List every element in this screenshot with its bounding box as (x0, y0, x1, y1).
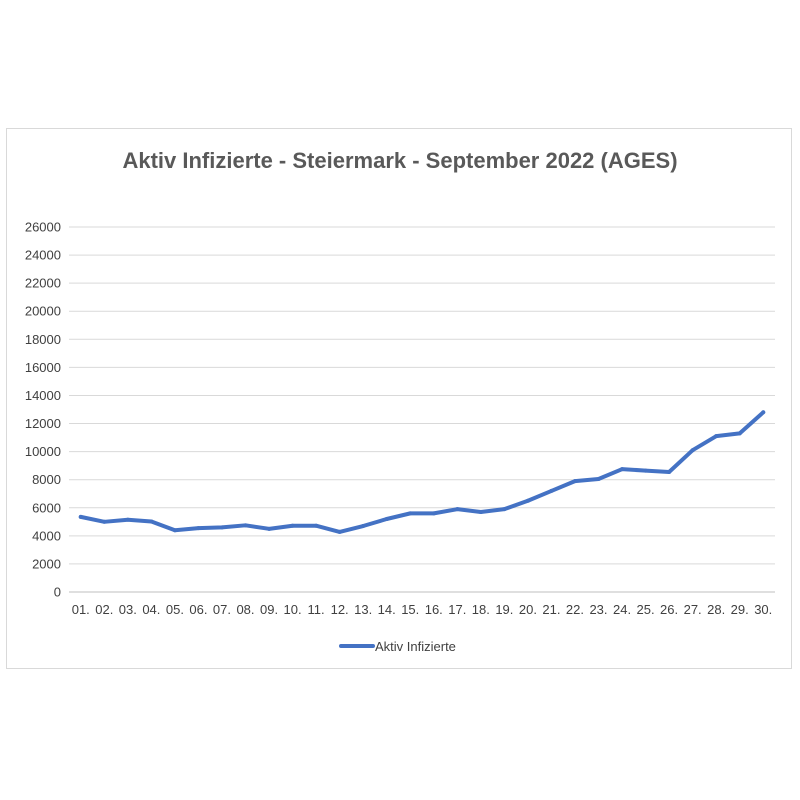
data-point (243, 523, 248, 528)
x-tick-label: 09. (260, 602, 278, 617)
data-point (667, 469, 672, 474)
x-tick-label: 10. (284, 602, 302, 617)
x-tick-label: 30. (754, 602, 772, 617)
y-tick-label: 0 (54, 585, 61, 600)
data-point (384, 517, 389, 521)
y-tick-label: 6000 (32, 500, 61, 515)
data-point (690, 448, 695, 453)
data-point (620, 467, 625, 472)
data-point (267, 526, 272, 531)
y-tick-label: 4000 (32, 528, 61, 543)
chart-title: Aktiv Infizierte - Steiermark - Septembe… (122, 148, 677, 173)
y-tick-label: 12000 (25, 416, 61, 431)
y-tick-label: 24000 (25, 248, 61, 263)
x-tick-label: 06. (189, 602, 207, 617)
y-tick-label: 26000 (25, 220, 61, 235)
x-tick-label: 12. (331, 602, 349, 617)
data-point (596, 476, 601, 481)
x-tick-label: 29. (731, 602, 749, 617)
series-line (78, 410, 766, 534)
x-tick-label: 23. (589, 602, 607, 617)
x-tick-label: 20. (519, 602, 537, 617)
data-point (525, 498, 530, 503)
legend: Aktiv Infizierte (339, 639, 456, 654)
x-tick-label: 25. (637, 602, 655, 617)
data-point (314, 523, 319, 528)
x-tick-label: 22. (566, 602, 584, 617)
y-tick-label: 8000 (32, 472, 61, 487)
gridlines (69, 226, 775, 593)
x-tick-label: 14. (378, 602, 396, 617)
data-point (502, 507, 507, 512)
data-point (102, 519, 107, 524)
data-point (455, 507, 460, 512)
data-point (643, 468, 648, 473)
data-point (737, 431, 742, 436)
x-tick-label: 04. (142, 602, 160, 617)
y-tick-label: 18000 (25, 332, 61, 347)
x-tick-label: 28. (707, 602, 725, 617)
y-tick-label: 2000 (32, 556, 61, 571)
x-tick-label: 03. (119, 602, 137, 617)
line-chart: Aktiv Infizierte - Steiermark - Septembe… (25, 148, 775, 654)
data-point (761, 410, 766, 415)
data-point (572, 479, 577, 484)
x-tick-label: 02. (95, 602, 113, 617)
y-tick-label: 22000 (25, 276, 61, 291)
y-axis-ticks: 0 2000 4000 6000 8000 10000 12000 14000 16000 180… (25, 220, 61, 600)
x-tick-label: 17. (448, 602, 466, 617)
x-tick-label: 07. (213, 602, 231, 617)
x-tick-label: 13. (354, 602, 372, 617)
data-point (290, 523, 295, 528)
x-tick-label: 16. (425, 602, 443, 617)
x-tick-label: 05. (166, 602, 184, 617)
y-tick-label: 16000 (25, 360, 61, 375)
y-tick-label: 14000 (25, 388, 61, 403)
x-tick-label: 15. (401, 602, 419, 617)
data-point (196, 526, 201, 531)
x-tick-label: 24. (613, 602, 631, 617)
x-tick-label: 01. (72, 602, 90, 617)
data-point (714, 434, 719, 439)
x-tick-label: 27. (684, 602, 702, 617)
x-tick-label: 11. (308, 602, 325, 617)
x-tick-label: 21. (542, 602, 560, 617)
x-tick-label: 08. (236, 602, 254, 617)
x-tick-label: 19. (495, 602, 513, 617)
y-tick-label: 20000 (25, 304, 61, 319)
x-tick-label: 26. (660, 602, 678, 617)
series-layer (78, 410, 766, 534)
data-point (361, 524, 366, 529)
data-point (219, 525, 224, 530)
x-tick-label: 18. (472, 602, 490, 617)
data-point (408, 511, 413, 516)
legend-label: Aktiv Infizierte (375, 639, 456, 654)
data-point (149, 519, 154, 524)
data-point (78, 514, 83, 519)
data-point (337, 529, 342, 534)
data-point (549, 488, 554, 493)
data-point (478, 509, 483, 514)
data-point (431, 511, 436, 516)
data-point (125, 517, 130, 522)
x-axis-ticks: 01. 02. 03. 04. 05. 06. 07. 08. 09. 10. 11. 12. 13. 1… (72, 602, 773, 617)
y-tick-label: 10000 (25, 444, 61, 459)
data-point (172, 528, 177, 533)
chart-frame: Aktiv Infizierte - Steiermark - Septembe… (6, 128, 792, 669)
